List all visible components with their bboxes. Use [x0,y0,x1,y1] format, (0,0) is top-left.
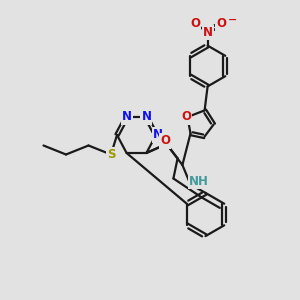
Text: NH: NH [189,175,209,188]
Text: O: O [160,134,170,148]
Text: O: O [190,17,200,30]
Text: N: N [141,110,152,124]
Text: S: S [107,148,115,161]
Text: N: N [202,26,213,39]
Text: −: − [227,15,237,25]
Text: N: N [122,110,132,124]
Text: O: O [216,17,226,30]
Text: N: N [153,128,163,142]
Text: O: O [181,110,191,124]
